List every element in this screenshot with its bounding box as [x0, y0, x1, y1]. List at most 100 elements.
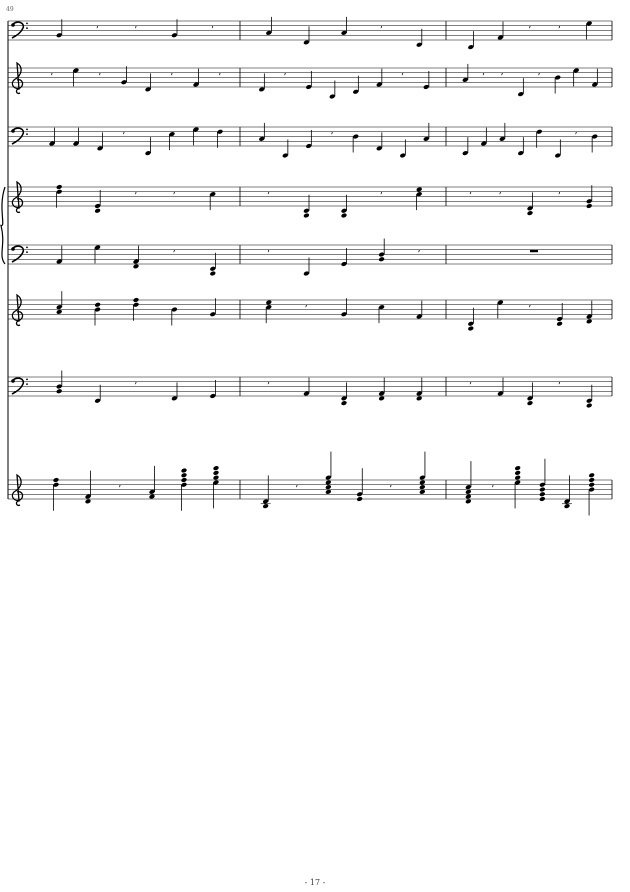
bass-clef-icon — [11, 377, 25, 395]
note-head — [527, 401, 533, 406]
note-head — [53, 482, 59, 487]
note-head — [181, 468, 187, 473]
note-head — [586, 398, 592, 403]
note-head — [416, 396, 422, 401]
note-head — [378, 305, 385, 310]
note-head — [341, 396, 347, 401]
rest: ʼ — [558, 382, 561, 392]
rest: ʼ — [528, 26, 531, 36]
rest: ʼ — [170, 73, 173, 83]
note-head — [217, 129, 223, 134]
note-head — [468, 45, 474, 50]
note-head — [94, 208, 101, 213]
note-head — [341, 401, 347, 406]
rest: ʼ — [498, 192, 501, 202]
note-head — [56, 389, 62, 394]
note-head — [149, 494, 155, 499]
note-head — [210, 271, 216, 276]
treble-clef-icon — [11, 293, 24, 327]
note-head — [97, 146, 103, 151]
note-head — [353, 134, 359, 139]
note-head — [133, 302, 139, 307]
note-head — [306, 84, 312, 90]
bass-clef-icon — [11, 379, 15, 383]
bass-clef-dot — [26, 378, 28, 381]
note-head — [465, 485, 472, 490]
note-head — [465, 499, 472, 504]
rest: ʼ — [380, 192, 383, 202]
note-head — [555, 75, 561, 80]
note-head — [564, 499, 570, 504]
note-head — [213, 470, 219, 475]
rest: ʼ — [211, 26, 214, 36]
note-head — [353, 89, 359, 94]
note-head — [259, 136, 265, 141]
note-head — [588, 477, 595, 483]
note-head — [518, 92, 524, 97]
note-head — [378, 252, 385, 257]
note-head — [56, 33, 62, 38]
bass-clef-dot — [26, 27, 28, 30]
rest: ʼ — [389, 485, 392, 495]
rest: ʼ — [295, 485, 298, 495]
note-head — [210, 192, 216, 197]
note-head — [193, 82, 199, 87]
note-head — [573, 68, 579, 73]
bass-clef-icon — [11, 21, 25, 39]
note-head — [303, 213, 310, 218]
note-head — [266, 300, 272, 305]
note-head — [94, 302, 101, 307]
note-head — [325, 489, 332, 494]
note-head — [94, 398, 101, 403]
note-head — [536, 129, 542, 134]
note-head — [303, 391, 310, 396]
rest: ʼ — [469, 192, 472, 202]
bass-clef-icon — [11, 129, 15, 133]
note-head — [181, 477, 187, 483]
rest: ʼ — [330, 132, 333, 142]
whole-rest — [530, 249, 538, 253]
rest: ʼ — [267, 250, 270, 260]
note-head — [303, 208, 310, 213]
note-head — [376, 82, 382, 87]
note-head — [514, 470, 521, 475]
bass-clef-dot — [26, 383, 28, 386]
rest: ʼ — [267, 382, 270, 392]
bass-clef-dot — [26, 22, 28, 25]
note-head — [171, 307, 178, 312]
note-head — [356, 492, 363, 497]
note-head — [266, 30, 272, 35]
rest: ʼ — [267, 192, 270, 202]
note-head — [303, 271, 310, 276]
note-head — [210, 266, 216, 271]
note-head — [468, 326, 474, 331]
note-head — [94, 245, 101, 250]
note-head — [325, 485, 332, 490]
bass-clef-icon — [11, 247, 15, 251]
rest: ʼ — [482, 73, 485, 83]
note-head — [94, 307, 101, 312]
note-head — [378, 391, 385, 396]
note-head — [210, 312, 216, 317]
note-head — [419, 485, 426, 490]
rest: ʼ — [134, 26, 137, 36]
note-head — [213, 466, 219, 471]
note-head — [73, 68, 79, 73]
rest: ʼ — [500, 73, 503, 83]
note-head — [586, 403, 592, 408]
rest: ʼ — [469, 382, 472, 392]
note-head — [181, 482, 187, 487]
page-number: - 17 - — [304, 878, 326, 887]
note-head — [181, 473, 187, 478]
rest: ʼ — [218, 73, 221, 83]
treble-clef-icon — [11, 473, 24, 507]
note-head — [419, 480, 426, 485]
rest: ʼ — [558, 26, 561, 36]
rest: ʼ — [122, 132, 125, 142]
rest: ʼ — [401, 73, 404, 83]
note-head — [527, 396, 533, 401]
note-head — [262, 499, 269, 504]
note-head — [85, 499, 91, 504]
note-head — [376, 146, 382, 151]
rest: ʼ — [528, 305, 531, 315]
